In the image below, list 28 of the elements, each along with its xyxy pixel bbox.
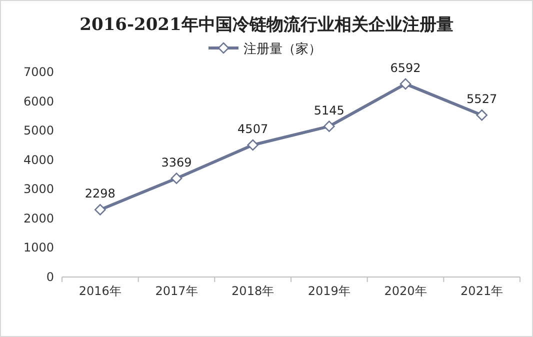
data-label: 4507	[238, 122, 268, 136]
chart-title: 2016-2021年中国冷链物流行业相关企业注册量	[80, 15, 454, 35]
x-tick-label: 2019年	[308, 284, 350, 298]
data-label: 6592	[390, 60, 421, 75]
data-label: 5527	[466, 92, 498, 106]
y-tick-label: 3000	[23, 182, 54, 196]
x-tick-label: 2017年	[155, 284, 198, 298]
y-tick-label: 7000	[23, 65, 54, 79]
point	[247, 139, 258, 151]
point	[476, 109, 488, 121]
point	[170, 172, 182, 184]
x-tick-label: 2020年	[384, 284, 427, 298]
data-label: 5145	[314, 103, 344, 118]
y-tick-label: 2000	[23, 211, 54, 226]
y-tick-label: 6000	[23, 94, 54, 108]
point	[400, 78, 412, 90]
legend-label: 注册量（家）	[244, 41, 322, 57]
x-tick-label: 2016年	[78, 284, 122, 298]
x-tick-label: 2021年	[460, 284, 504, 298]
y-tick-label: 4000	[23, 152, 54, 167]
x-tick-label: 2018年	[232, 284, 274, 298]
y-tick-label: 1000	[23, 240, 54, 255]
y-tick-label: 5000	[23, 124, 54, 138]
y-tick-label: 0	[46, 270, 54, 284]
data-label: 2298	[84, 186, 116, 201]
point	[94, 204, 106, 216]
data-label: 3369	[161, 155, 192, 170]
point	[324, 120, 335, 132]
